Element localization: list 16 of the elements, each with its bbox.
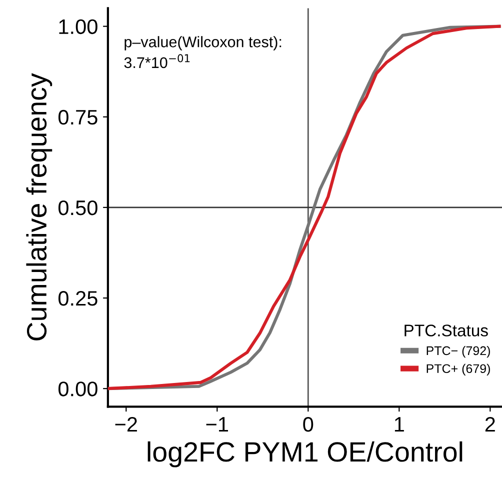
x-tick-label: −2 bbox=[115, 416, 137, 432]
y-tick-label: 0.00 bbox=[58, 382, 98, 396]
y-tick-label: 0.75 bbox=[58, 110, 98, 125]
legend-title: PTC.Status bbox=[404, 324, 488, 336]
x-tick-label: 1 bbox=[394, 417, 404, 432]
annotation: p–value(Wilcoxon test): 3.7*10$^{−01}$ bbox=[124, 36, 282, 68]
y-axis-title: Cumulative frequency bbox=[26, 73, 52, 340]
y-tick-label: 1.00 bbox=[59, 19, 98, 34]
x-axis-title: log2FC PYM1 OE/Control bbox=[148, 441, 462, 468]
y-tick-label: 0.50 bbox=[58, 200, 98, 216]
x-tick-label: 0 bbox=[303, 416, 314, 432]
legend-label: PTC− (792) bbox=[426, 346, 490, 358]
x-tick-label: 2 bbox=[485, 416, 495, 432]
y-tick-label: 0.25 bbox=[58, 291, 98, 306]
legend-label: PTC+ (679) bbox=[426, 364, 490, 376]
x-tick-label: −1 bbox=[206, 417, 228, 432]
